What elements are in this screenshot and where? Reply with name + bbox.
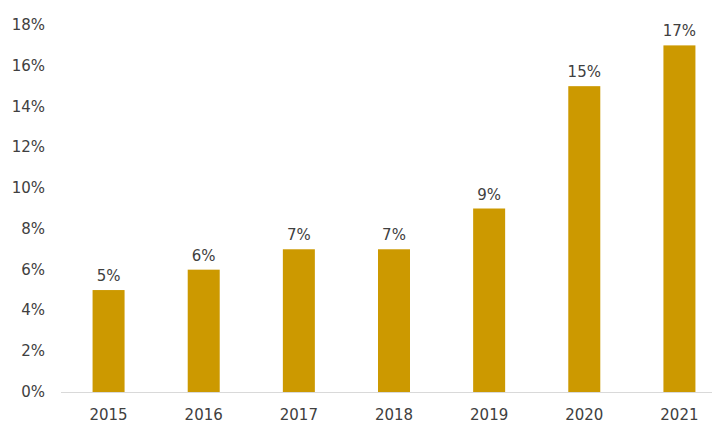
data-label: 7% (382, 226, 406, 244)
data-label: 6% (192, 247, 216, 265)
x-axis-line (61, 392, 712, 393)
data-label: 17% (663, 22, 696, 40)
bar (93, 290, 125, 392)
data-label: 9% (477, 186, 501, 204)
bar (473, 209, 505, 393)
x-tick-label: 2016 (185, 406, 223, 424)
bars (93, 45, 696, 392)
bar (188, 270, 220, 392)
bar (568, 86, 600, 392)
y-tick-label: 6% (21, 261, 45, 279)
y-tick-label: 14% (12, 98, 45, 116)
x-tick-label: 2021 (660, 406, 698, 424)
y-tick-label: 12% (12, 138, 45, 156)
y-tick-label: 4% (21, 301, 45, 319)
y-tick-label: 16% (12, 57, 45, 75)
y-tick-label: 10% (12, 179, 45, 197)
data-label: 15% (568, 63, 601, 81)
bar (283, 249, 315, 392)
y-tick-label: 2% (21, 342, 45, 360)
x-tick-label: 2019 (470, 406, 508, 424)
x-tick-label: 2018 (375, 406, 413, 424)
x-tick-label: 2020 (565, 406, 603, 424)
y-tick-label: 18% (12, 16, 45, 34)
chart: 0% 2% 4% 6% 8% 10% 12% 14% 16% 18% 5% 6% 7% 7% 9% 15% 17… (0, 0, 712, 438)
x-tick-label: 2015 (89, 406, 127, 424)
data-label: 5% (97, 267, 121, 285)
data-label: 7% (287, 226, 311, 244)
bar (378, 249, 410, 392)
bar (663, 45, 695, 392)
y-tick-label: 8% (21, 220, 45, 238)
y-tick-label: 0% (21, 383, 45, 401)
x-tick-label: 2017 (280, 406, 318, 424)
